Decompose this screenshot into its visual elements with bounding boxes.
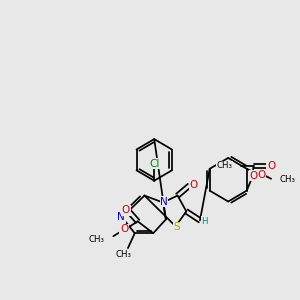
Text: CH₃: CH₃ (115, 250, 131, 259)
Text: N: N (117, 212, 125, 222)
Text: N: N (160, 196, 168, 206)
Text: O: O (120, 224, 128, 234)
Text: O: O (122, 206, 130, 215)
Text: H: H (202, 217, 208, 226)
Text: Cl: Cl (149, 159, 159, 169)
Text: O: O (267, 161, 275, 171)
Text: CH₃: CH₃ (280, 175, 296, 184)
Text: S: S (173, 222, 180, 232)
Text: O: O (257, 170, 266, 180)
Text: CH₃: CH₃ (216, 161, 232, 170)
Text: O: O (249, 171, 258, 181)
Text: CH₃: CH₃ (88, 235, 105, 244)
Text: O: O (189, 180, 197, 190)
